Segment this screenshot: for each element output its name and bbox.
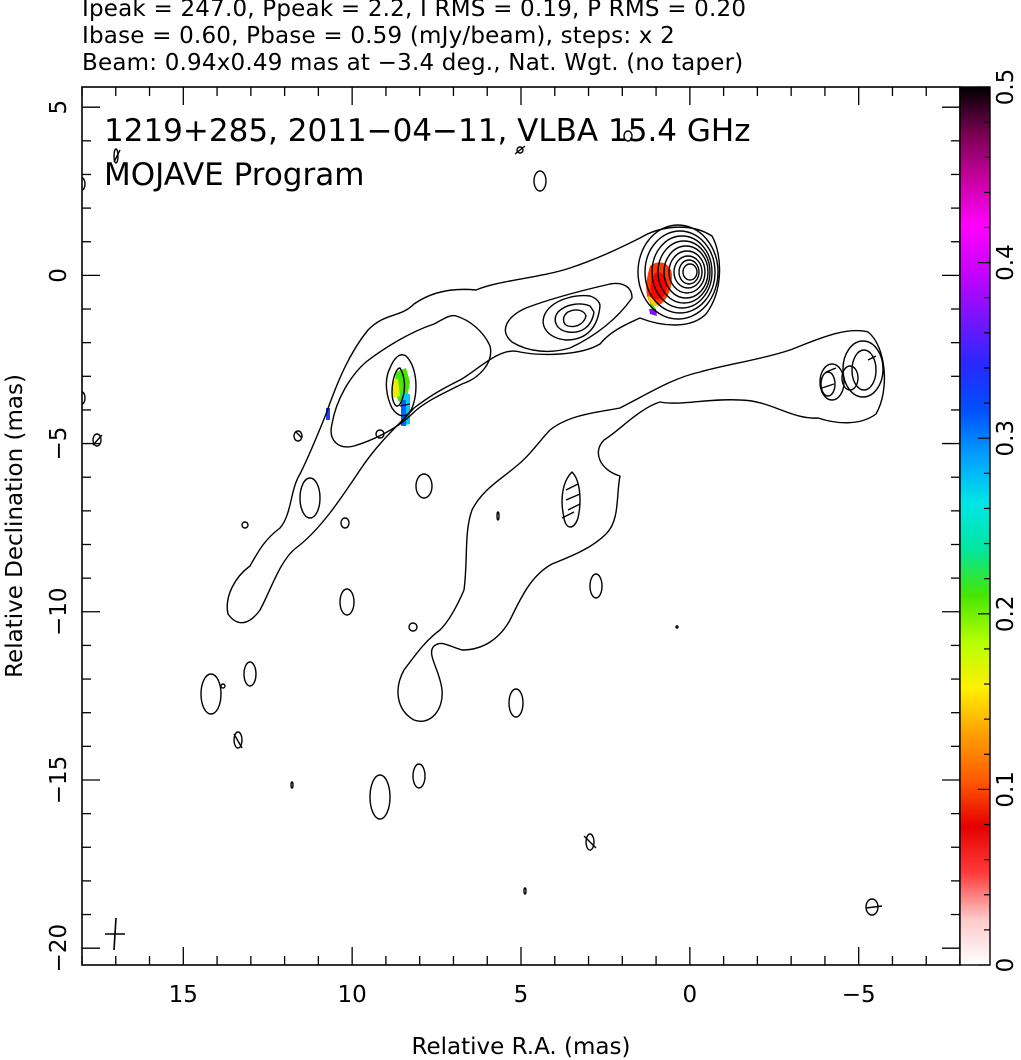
colorbar-tick-label: 0.1 xyxy=(993,771,1019,808)
polarization-patches xyxy=(326,262,672,426)
y-tick-label: −15 xyxy=(46,756,72,805)
y-axis-label: Relative Declination (mas) xyxy=(2,374,28,678)
y-tick-label: −10 xyxy=(46,588,72,637)
y-tick-label: −20 xyxy=(46,924,72,973)
plot-frame xyxy=(81,86,961,966)
evpa-vectors xyxy=(92,145,883,909)
header-line-3: Beam: 0.94x0.49 mas at −3.4 deg., Nat. W… xyxy=(82,50,744,76)
colorbar-tick-label: 0.5 xyxy=(993,69,1019,106)
chart-subtitle: MOJAVE Program xyxy=(104,157,364,193)
colorbar-tick-label: 0.3 xyxy=(993,420,1019,457)
y-tick-label: −5 xyxy=(46,427,72,461)
x-tick-label: 5 xyxy=(514,982,529,1008)
x-tick-label: 10 xyxy=(338,982,367,1008)
x-axis-label: Relative R.A. (mas) xyxy=(412,1034,631,1060)
y-tick-label: 5 xyxy=(46,100,72,115)
colorbar-tick-label: 0.4 xyxy=(993,244,1019,281)
x-tick-label: 0 xyxy=(683,982,698,1008)
x-tick-label: −5 xyxy=(842,982,876,1008)
colorbar-tick-label: 0.2 xyxy=(993,596,1019,633)
colorbar: 0 0.1 0.2 0.3 0.4 0.5 xyxy=(959,69,1019,973)
header-line-1: Ipeak = 247.0, Ppeak = 2.2, I RMS = 0.19… xyxy=(82,0,747,22)
colorbar-tick-label: 0 xyxy=(993,958,1019,973)
header-line-2: Ibase = 0.60, Pbase = 0.59 (mJy/beam), s… xyxy=(82,23,675,49)
y-tick-label: 0 xyxy=(46,268,72,283)
axes: 15 10 5 0 −5 5 0 −5 −10 −15 −20 xyxy=(46,87,961,1008)
chart-title: 1219+285, 2011−04−11, VLBA 15.4 GHz xyxy=(104,113,750,149)
x-tick-label: 15 xyxy=(169,982,198,1008)
contour-lines xyxy=(82,130,886,916)
colorbar-gradient xyxy=(959,86,991,966)
beam-cross xyxy=(105,917,125,951)
